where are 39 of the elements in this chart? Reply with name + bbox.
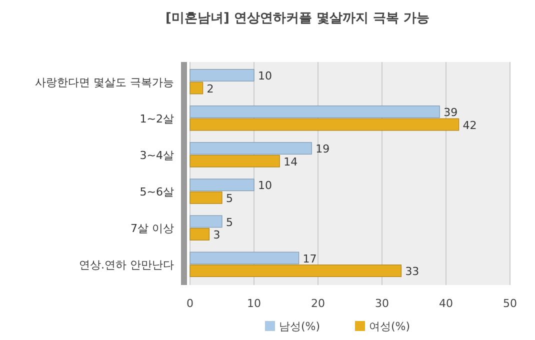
data-label: 10: [258, 70, 272, 83]
bar: [190, 228, 210, 240]
y-tick-label: 연상.연하 안만난다: [79, 258, 174, 272]
data-label: 2: [206, 82, 214, 96]
legend-label: 남성(%): [279, 320, 320, 333]
bar: [190, 154, 280, 168]
data-label: 42: [462, 118, 477, 132]
y-tick-label: 1~2살: [140, 112, 174, 126]
bar: [190, 142, 312, 155]
data-label: 17: [302, 252, 317, 266]
data-label: 3: [213, 228, 220, 242]
bar: [190, 118, 460, 131]
x-tick-label: 50: [503, 297, 517, 310]
bar: [190, 82, 204, 94]
data-label: 14: [284, 155, 298, 168]
bar: [190, 191, 222, 204]
bar: [190, 264, 402, 277]
x-tick-label: 20: [311, 297, 325, 310]
chart-title: [미혼남녀] 연상연하커플 몇살까지 극복 가능: [166, 11, 430, 26]
bar: [190, 106, 440, 118]
x-tick-label: 30: [375, 297, 389, 310]
data-label: 10: [258, 179, 272, 192]
y-tick-label: 사랑한다면 몇살도 극복가능: [35, 76, 174, 89]
data-label: 5: [226, 216, 233, 229]
bar: [190, 69, 254, 82]
y-tick-label: 5~6살: [140, 186, 174, 199]
bar: [190, 252, 300, 264]
y-tick-label: 3~4살: [140, 149, 174, 162]
x-tick-label: 10: [247, 297, 261, 310]
data-label: 33: [405, 265, 420, 278]
data-label: 39: [444, 106, 458, 120]
bar: [190, 178, 254, 192]
bar: [190, 215, 222, 228]
x-tick-label: 0: [186, 297, 194, 310]
y-tick-label: 7살 이상: [130, 222, 174, 236]
legend-label: 여성(%): [369, 320, 410, 333]
data-label: 5: [226, 192, 233, 206]
data-label: 19: [316, 142, 330, 156]
x-tick-label: 40: [439, 297, 453, 310]
